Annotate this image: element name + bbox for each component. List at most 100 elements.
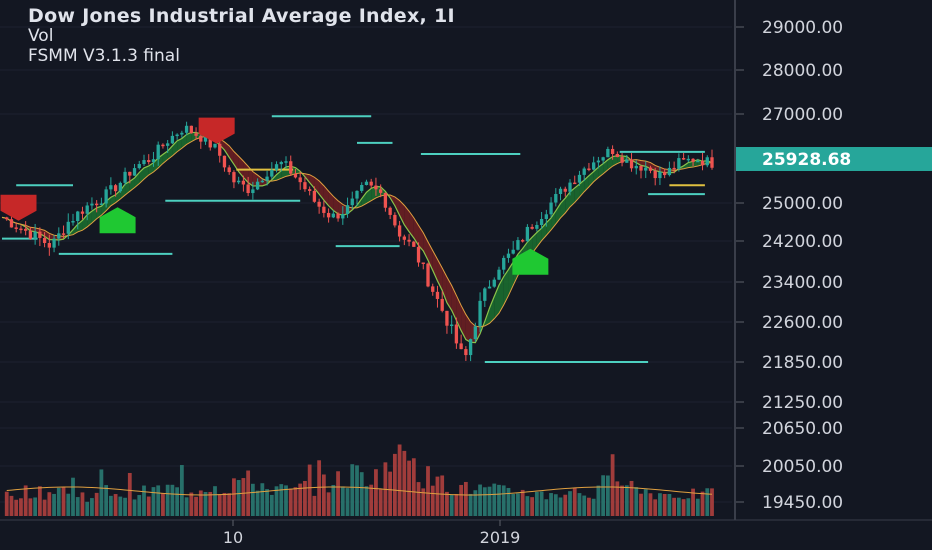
volume-bar [161, 493, 165, 516]
candle-body [710, 157, 714, 168]
volume-bar [620, 485, 624, 516]
volume-bar [525, 496, 530, 516]
volume-bar [28, 498, 33, 516]
volume-bar [615, 481, 620, 516]
candle-body [379, 189, 383, 193]
candle-body [213, 143, 217, 148]
candle-body [573, 182, 577, 185]
candle-body [90, 203, 94, 206]
volume-bar [85, 501, 90, 516]
ribbon-segment [233, 151, 239, 172]
volume-bar [378, 488, 383, 516]
candle-body [341, 214, 345, 219]
candle-body [492, 279, 496, 287]
candle-body [525, 226, 530, 242]
volume-bar [411, 458, 416, 516]
ribbon-segment [243, 161, 249, 183]
volume-bar [274, 486, 279, 516]
volume-bar [482, 487, 487, 516]
volume-bar [255, 490, 260, 516]
candle-body [502, 257, 506, 270]
time-tick-label: 2019 [480, 528, 521, 547]
candle-body [696, 160, 700, 163]
price-tick-label: 23400.00 [762, 273, 843, 293]
volume-bar [189, 492, 194, 516]
volume-bar [42, 499, 47, 516]
volume-bar [445, 491, 449, 516]
volume-bar [672, 497, 677, 516]
candle-body [459, 343, 463, 350]
candle-body [421, 262, 425, 264]
candle-body [653, 170, 657, 179]
candle-body [705, 157, 709, 166]
candle-body [431, 286, 435, 292]
volume-bar [236, 480, 241, 516]
price-tick-label: 21850.00 [762, 353, 843, 373]
price-axis[interactable]: 29000.00 28000.00 27000.00 25000.00 24200.00… [736, 18, 843, 513]
volume-bar [435, 476, 440, 516]
volume-bar [232, 478, 236, 516]
volume-bar [213, 486, 217, 516]
buy-signal-marker[interactable] [512, 248, 549, 275]
candle-body [189, 125, 193, 134]
candle-body [80, 211, 85, 214]
plot-area[interactable] [0, 0, 732, 520]
candle-body [364, 181, 369, 186]
candle-body [468, 339, 473, 356]
candle-body [686, 158, 690, 161]
volume-bar [601, 475, 606, 516]
candle-body [625, 159, 629, 163]
candle-body [355, 190, 359, 199]
volume-bar [686, 498, 691, 516]
candle-body [454, 324, 459, 344]
candle-body [610, 148, 615, 154]
candle-body [672, 167, 676, 170]
candle-body [251, 189, 255, 194]
indicator-study-label[interactable]: FSMM V3.1.3 final [28, 46, 180, 66]
candle-body [38, 231, 42, 238]
candle-body [350, 198, 354, 206]
volume-bar [497, 484, 501, 516]
ma-ribbon [1, 131, 713, 344]
candle-body [57, 233, 61, 239]
candle-body [5, 217, 9, 220]
buy-signal-marker[interactable] [99, 207, 136, 234]
candle-body [435, 291, 440, 299]
volume-bar [260, 483, 265, 516]
volume-bar [695, 498, 700, 516]
candle-body [19, 228, 23, 231]
candle-body [308, 189, 312, 191]
volume-bar [108, 495, 113, 516]
candle-body [47, 243, 51, 248]
sell-signal-marker[interactable] [198, 117, 235, 144]
candle-body [393, 214, 397, 226]
ribbon-segment [503, 269, 509, 305]
candle-body [161, 144, 165, 147]
candle-body [530, 226, 534, 229]
candle-body [317, 201, 321, 207]
volume-bar [705, 488, 710, 516]
time-axis[interactable]: 10 2019 [223, 520, 521, 547]
volume-bar [265, 489, 269, 516]
candle-body [331, 213, 335, 218]
ribbon-segment [598, 163, 604, 178]
volume-study-label[interactable]: Vol [28, 26, 54, 46]
candle-body [601, 157, 605, 161]
volume-bar [558, 497, 563, 516]
candle-body [33, 231, 37, 239]
candle-body [397, 225, 402, 237]
candle-body [24, 228, 28, 231]
volume-bar [392, 453, 397, 516]
sell-signal-marker[interactable] [0, 194, 37, 221]
candle-body [104, 189, 108, 204]
volume-bar [33, 497, 38, 516]
candle-body [663, 171, 667, 176]
volume-bar [364, 486, 369, 516]
volume-bar [539, 491, 544, 516]
symbol-title[interactable]: Dow Jones Industrial Average Index, 1I [28, 5, 455, 27]
candle-body [76, 211, 80, 221]
candle-body [521, 240, 525, 242]
volume-bar [454, 494, 459, 516]
ribbon-segment [499, 276, 504, 314]
